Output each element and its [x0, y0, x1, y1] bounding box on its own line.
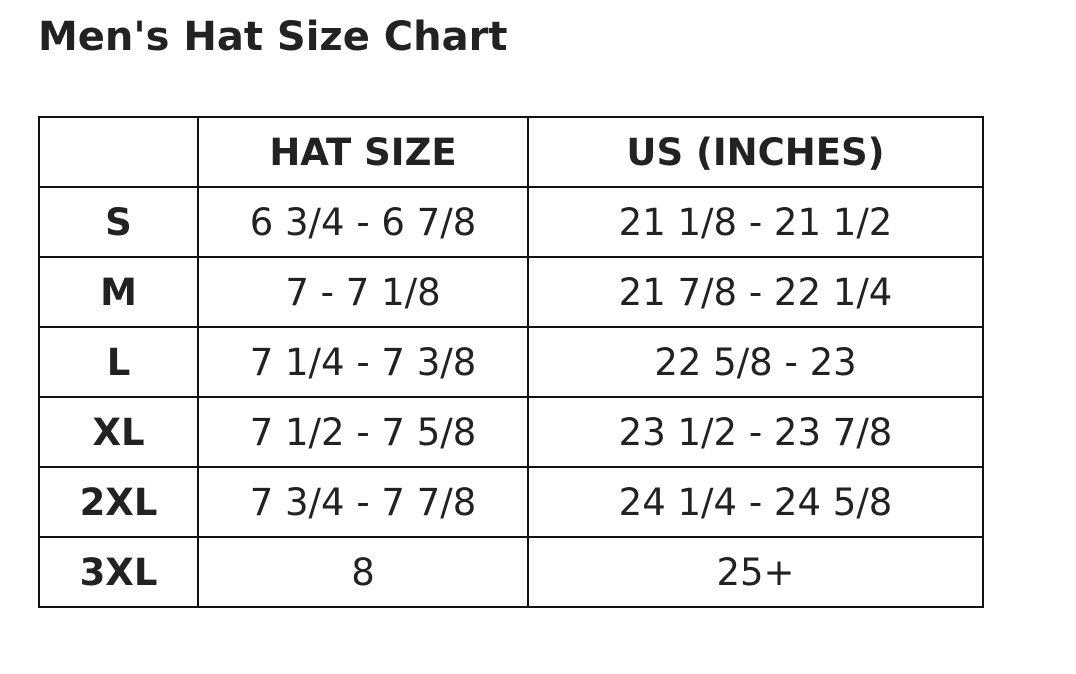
- us-inches-cell: 21 1/8 - 21 1/2: [527, 186, 984, 258]
- size-cell: 2XL: [38, 466, 199, 538]
- table-header-row: HAT SIZE US (INCHES): [38, 116, 984, 188]
- us-inches-cell: 24 1/4 - 24 5/8: [527, 466, 984, 538]
- header-us-inches: US (INCHES): [527, 116, 984, 188]
- us-inches-cell: 25+: [527, 536, 984, 608]
- size-cell: S: [38, 186, 199, 258]
- hat-size-cell: 6 3/4 - 6 7/8: [197, 186, 529, 258]
- us-inches-cell: 21 7/8 - 22 1/4: [527, 256, 984, 328]
- table-row: XL 7 1/2 - 7 5/8 23 1/2 - 23 7/8: [38, 396, 984, 468]
- size-cell: M: [38, 256, 199, 328]
- header-hat-size: HAT SIZE: [197, 116, 529, 188]
- table-row: 3XL 8 25+: [38, 536, 984, 608]
- hat-size-cell: 7 1/4 - 7 3/8: [197, 326, 529, 398]
- hat-size-cell: 7 - 7 1/8: [197, 256, 529, 328]
- hat-size-cell: 7 3/4 - 7 7/8: [197, 466, 529, 538]
- header-size: [38, 116, 199, 188]
- us-inches-cell: 23 1/2 - 23 7/8: [527, 396, 984, 468]
- us-inches-cell: 22 5/8 - 23: [527, 326, 984, 398]
- table-row: 2XL 7 3/4 - 7 7/8 24 1/4 - 24 5/8: [38, 466, 984, 538]
- page-title: Men's Hat Size Chart: [38, 14, 508, 60]
- size-cell: L: [38, 326, 199, 398]
- hat-size-cell: 7 1/2 - 7 5/8: [197, 396, 529, 468]
- size-cell: XL: [38, 396, 199, 468]
- size-cell: 3XL: [38, 536, 199, 608]
- hat-size-cell: 8: [197, 536, 529, 608]
